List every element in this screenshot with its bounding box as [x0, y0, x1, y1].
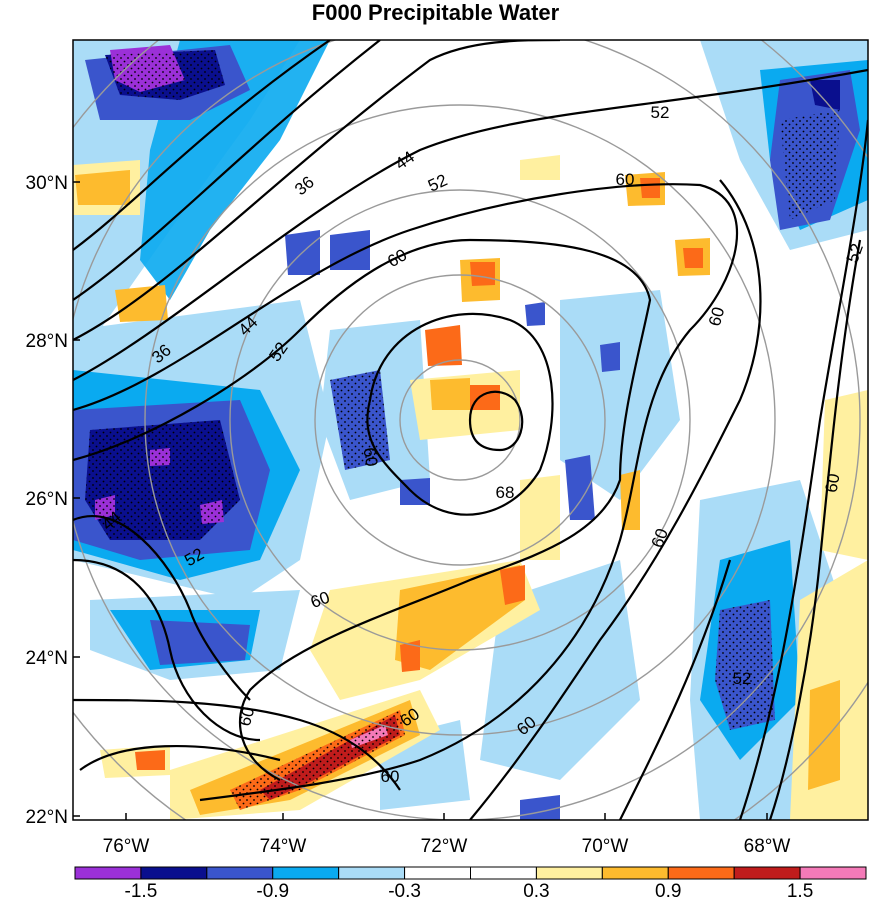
colorbar-box [799, 866, 867, 880]
colorbar-box [601, 866, 669, 880]
contour-label: 60 [359, 446, 381, 468]
colorbar-box [733, 866, 801, 880]
colorbar-box [535, 866, 603, 880]
colorbar-label: 0.3 [523, 881, 549, 900]
lat-label-26n: 26°N [26, 489, 68, 510]
colorbar-label: -1.5 [125, 881, 158, 900]
colorbar-box [206, 866, 274, 880]
colorbar-label: -0.9 [256, 881, 289, 900]
lat-axis [73, 181, 80, 817]
colorbar-boxes [74, 866, 867, 880]
lat-label-22n: 22°N [26, 807, 68, 828]
contour-label: 60 [616, 170, 635, 189]
contour-label: 60 [822, 472, 844, 494]
stipple-overlay [85, 50, 840, 810]
colorbar-label: 0.9 [655, 881, 681, 900]
contour-label: 52 [733, 669, 752, 688]
contour-label: 68 [496, 483, 515, 502]
contour-label: 60 [235, 705, 258, 728]
pw-contours [73, 40, 868, 820]
lon-labels: 76°W 74°W 72°W 70°W 68°W [103, 836, 791, 857]
colorbar-labels: -1.5 -0.9 -0.3 0.3 0.9 1.5 [125, 881, 814, 900]
colorbar-label: 1.5 [787, 881, 813, 900]
lat-labels: 30°N 28°N 26°N 24°N 22°N [26, 173, 68, 828]
colorbar-label: -0.3 [388, 881, 421, 900]
contour-label: 60 [705, 305, 728, 328]
lon-label-68w: 68°W [744, 836, 791, 857]
colorbar-box [272, 866, 340, 880]
colorbar-box [74, 866, 142, 880]
lon-label-72w: 72°W [421, 836, 468, 857]
colorbar-box [140, 866, 208, 880]
lat-label-30n: 30°N [26, 173, 68, 194]
lat-label-24n: 24°N [26, 648, 68, 669]
colorbar: -1.5 -0.9 -0.3 0.3 0.9 1.5 [74, 866, 867, 900]
contour-label: 52 [651, 103, 670, 122]
plot-frame [72, 39, 869, 821]
lon-axis [125, 813, 768, 820]
colorbar-box [667, 866, 735, 880]
lat-label-28n: 28°N [26, 331, 68, 352]
colorbar-box [470, 866, 537, 880]
lon-label-70w: 70°W [582, 836, 629, 857]
contour-label: 60 [381, 767, 400, 786]
lon-label-76w: 76°W [103, 836, 150, 857]
lon-label-74w: 74°W [260, 836, 307, 857]
colorbar-box [338, 866, 406, 880]
map-title: F000 Precipitable Water [311, 0, 560, 25]
colorbar-box [404, 866, 472, 880]
